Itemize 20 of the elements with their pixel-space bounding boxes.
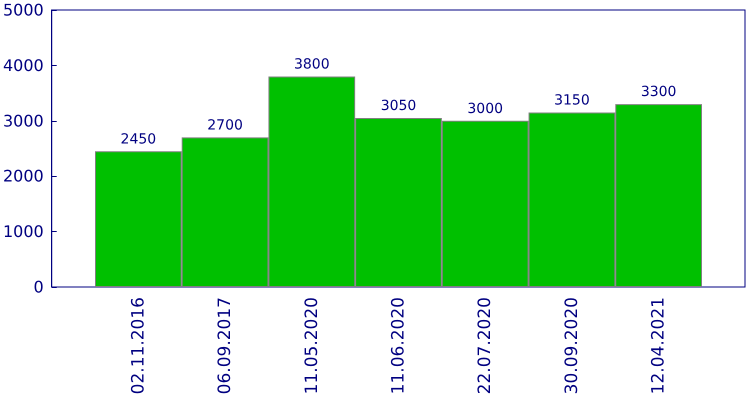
x-tick-label: 12.04.2021 xyxy=(648,297,669,394)
y-tick-label: 4000 xyxy=(3,56,44,75)
y-tick-label: 2000 xyxy=(3,166,44,186)
data-label: 2700 xyxy=(207,117,243,134)
data-label: 3050 xyxy=(380,98,416,114)
y-tick-label: 5000 xyxy=(3,0,44,20)
y-tick-label: 1000 xyxy=(3,222,44,242)
data-label: 3800 xyxy=(294,56,330,72)
x-tick-label: 06.09.2017 xyxy=(215,297,236,394)
data-label: 3000 xyxy=(467,100,504,117)
data-label: 3300 xyxy=(640,84,676,100)
x-tick-label: 02.11.2016 xyxy=(128,297,148,394)
x-tick-label: 11.05.2020 xyxy=(302,297,322,394)
x-tick-label: 30.09.2020 xyxy=(562,297,582,394)
x-tick-label: 22.07.2020 xyxy=(475,297,496,394)
data-label: 3150 xyxy=(554,92,590,108)
y-tick-label: 0 xyxy=(34,278,44,296)
x-tick-label: 11.06.2020 xyxy=(388,297,408,394)
data-label: 2450 xyxy=(120,131,156,148)
y-tick-label: 3000 xyxy=(3,111,44,130)
